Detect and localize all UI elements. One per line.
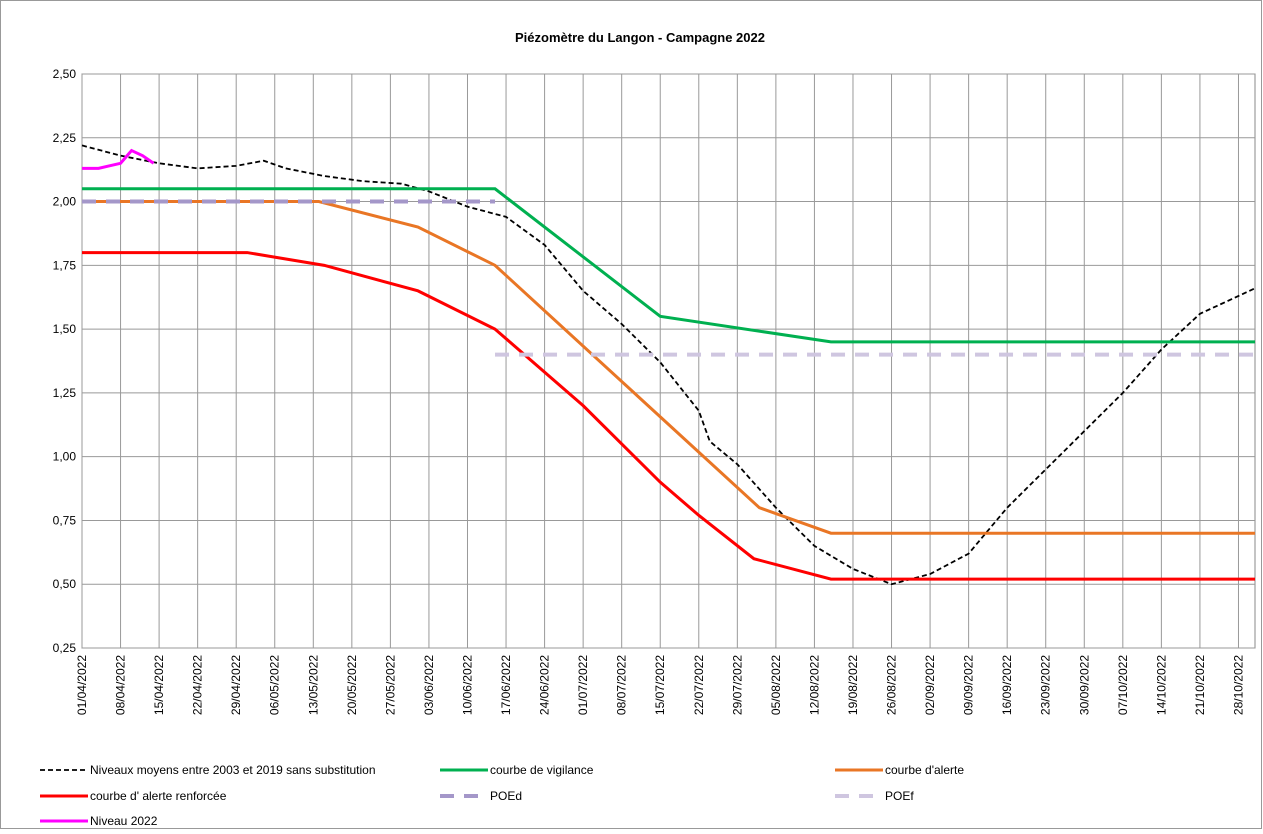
legend-label: POEf (885, 789, 914, 803)
x-tick-label: 22/04/2022 (191, 655, 205, 715)
x-tick-label: 29/04/2022 (229, 655, 243, 715)
y-tick-label: 1,50 (53, 322, 77, 336)
x-tick-label: 16/09/2022 (1000, 655, 1014, 715)
y-tick-label: 1,00 (53, 450, 77, 464)
y-tick-label: 2,25 (53, 131, 77, 145)
x-tick-label: 27/05/2022 (383, 655, 397, 715)
x-tick-label: 15/07/2022 (653, 655, 667, 715)
x-tick-label: 28/10/2022 (1231, 655, 1245, 715)
x-tick-label: 05/08/2022 (769, 655, 783, 715)
x-tick-label: 20/05/2022 (345, 655, 359, 715)
x-tick-label: 02/09/2022 (923, 655, 937, 715)
x-tick-label: 22/07/2022 (692, 655, 706, 715)
chart-title: Piézomètre du Langon - Campagne 2022 (515, 30, 765, 45)
y-tick-label: 2,00 (53, 195, 77, 209)
y-tick-label: 0,50 (53, 577, 77, 591)
x-tick-label: 30/09/2022 (1077, 655, 1091, 715)
x-tick-label: 21/10/2022 (1193, 655, 1207, 715)
x-tick-label: 01/04/2022 (75, 655, 89, 715)
y-tick-label: 2,50 (53, 67, 77, 81)
x-tick-label: 26/08/2022 (885, 655, 899, 715)
series-line (82, 187, 1255, 344)
x-tick-label: 15/04/2022 (152, 655, 166, 715)
y-tick-label: 0,25 (53, 641, 77, 655)
x-tick-label: 17/06/2022 (499, 655, 513, 715)
x-tick-label: 12/08/2022 (807, 655, 821, 715)
legend-label: Niveau 2022 (90, 814, 158, 828)
x-tick-label: 24/06/2022 (538, 655, 552, 715)
legend-label: courbe de vigilance (490, 763, 594, 777)
series-line (81, 144, 1256, 586)
legend-label: courbe d'alerte (885, 763, 964, 777)
y-tick-label: 0,75 (53, 513, 77, 527)
x-tick-label: 19/08/2022 (846, 655, 860, 715)
y-tick-label: 1,75 (53, 258, 77, 272)
legend-label: courbe d' alerte renforcée (90, 789, 227, 803)
series-line (82, 251, 1255, 581)
legend-label: POEd (490, 789, 522, 803)
x-tick-label: 13/05/2022 (306, 655, 320, 715)
x-tick-label: 03/06/2022 (422, 655, 436, 715)
x-tick-label: 09/09/2022 (962, 655, 976, 715)
y-tick-label: 1,25 (53, 386, 77, 400)
x-tick-label: 08/04/2022 (114, 655, 128, 715)
x-tick-label: 01/07/2022 (576, 655, 590, 715)
x-tick-label: 08/07/2022 (615, 655, 629, 715)
x-tick-label: 23/09/2022 (1039, 655, 1053, 715)
x-tick-label: 14/10/2022 (1154, 655, 1168, 715)
x-tick-label: 06/05/2022 (268, 655, 282, 715)
x-tick-label: 29/07/2022 (730, 655, 744, 715)
x-tick-label: 10/06/2022 (460, 655, 474, 715)
x-tick-label: 07/10/2022 (1116, 655, 1130, 715)
legend-label: Niveaux moyens entre 2003 et 2019 sans s… (90, 763, 376, 777)
series-line (82, 148, 155, 170)
series-line (82, 200, 1255, 535)
